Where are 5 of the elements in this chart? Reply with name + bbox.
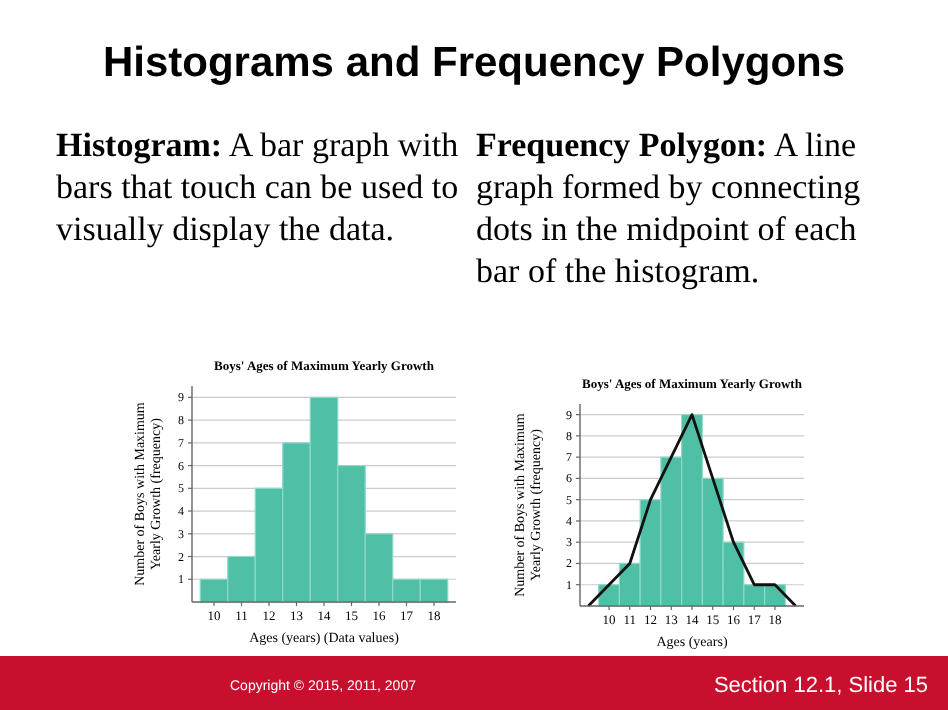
text: Frequency Polygon: A line graph formed by connecting dots in the midpoint of each bar of the histogram. (476, 126, 862, 290)
text: Histograms and Frequency Polygons (102, 40, 846, 86)
text: Section 12.1, Slide 15 (713, 674, 928, 698)
line-series (586, 413, 798, 608)
text: Histogram: A bar graph with bars that touch can be used to visually display the data. (56, 126, 460, 248)
